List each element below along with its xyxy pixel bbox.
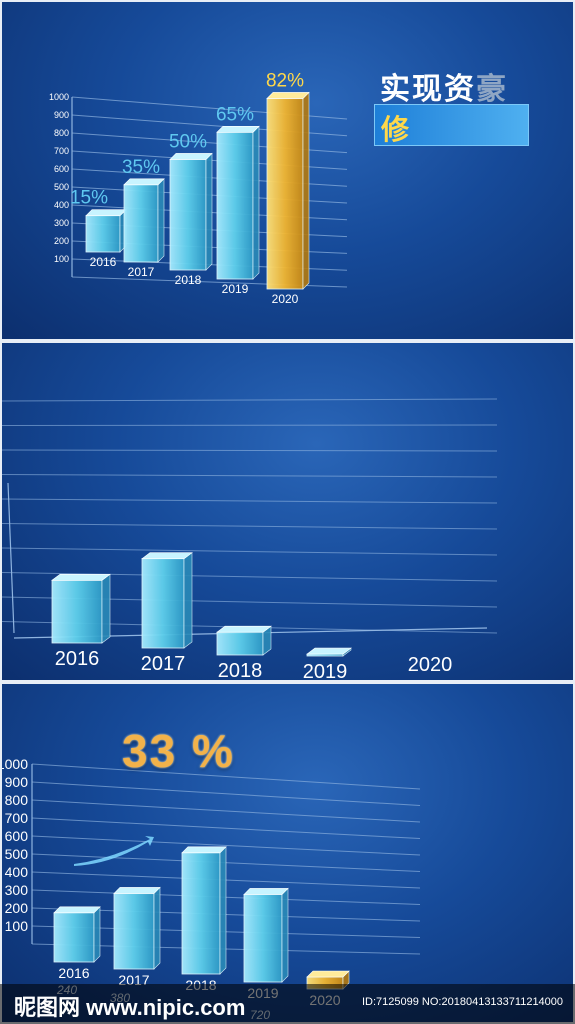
bar-2016 [85,208,127,253]
y-tick-label: 500 [54,182,69,192]
x-tick-label: 2020 [272,292,299,306]
bar-2020 [266,91,310,290]
grid-line [2,523,498,530]
x-tick-label: 2019 [303,661,348,680]
chart-panel-1: 100 200 300 400 500 600 700 800 900 1000 2016 15% 20… [2,2,573,339]
x-tick-label: 2016 [55,648,100,670]
watermark-bar: 昵图网 www.nipic.com ID:7125099 NO:20180413… [0,984,575,1024]
grid-line [2,474,498,478]
bar-chart-1: 100 200 300 400 500 600 700 800 900 1000 2016 15% 20… [49,70,348,306]
data-label: 65% [216,104,254,125]
grid-line [31,817,421,839]
grid-line [31,799,421,823]
bar-2019 [216,125,260,280]
y-tick-label: 400 [54,200,69,210]
y-tick-label: 900 [54,110,69,120]
y-tick-label: 600 [5,828,29,844]
chart-panel-3: 1002003004005006007008009001000201620172… [2,684,573,1022]
data-label: 15% [70,188,108,209]
x-tick-label: 2018 [175,273,202,287]
y-axis [7,482,15,634]
y-tick-label: 1000 [49,92,69,102]
title-dim-text: 豪 [476,73,508,106]
x-tick-label: 2019 [222,282,249,296]
data-label: 82% [266,70,304,91]
y-tick-label: 800 [5,792,29,808]
y-tick-label: 700 [5,810,29,826]
x-tick-label: 2018 [218,660,263,680]
y-tick-label: 100 [54,254,69,264]
title-main-text: 实现资 [380,73,476,106]
data-label: 50% [169,131,207,152]
data-label: 35% [122,157,160,178]
y-tick-label: 500 [5,846,29,862]
title-line-1: 实现资豪 [380,64,508,108]
bar-2019 [306,647,352,657]
bar-2018 [216,625,272,656]
y-tick-label: 100 [5,918,29,934]
chart-panel-2: 2016 2017 2018 2019 2020 [2,343,573,680]
bar-2019 [243,887,289,983]
grid-line [2,547,498,556]
bar-2016 [51,573,111,644]
bar-chart-3: 1002003004005006007008009001000201620172… [2,756,421,1022]
bar-2018 [169,152,213,271]
x-tick-label: 2016 [90,255,117,269]
y-tick-label: 400 [5,864,29,880]
annotation-percent: 33 % [122,725,235,777]
bar-2018 [181,846,227,975]
title-box: 实现资豪 修 [374,64,529,148]
grid-line [2,572,498,582]
x-tick-label: 2017 [128,265,155,279]
y-tick-label: 200 [54,236,69,246]
y-tick-label: 200 [5,900,29,916]
grid-line [2,449,498,452]
trend-arrow [74,836,154,866]
watermark-id: ID:7125099 NO:20180413133711214000 [362,996,564,1008]
bar-2017 [123,178,165,263]
y-tick-label: 700 [54,146,69,156]
x-tick-label: 2016 [58,965,89,981]
grid-line [2,424,498,426]
y-tick-label: 600 [54,164,69,174]
title-bar: 修 [374,104,529,146]
watermark-logo: 昵图网 www.nipic.com [14,995,246,1020]
y-tick-label: 300 [5,882,29,898]
grid-line [2,498,498,504]
x-tick-label: 2020 [408,654,453,676]
grid-line [2,398,498,402]
y-tick-label: 800 [54,128,69,138]
title-line-2: 修 [381,114,410,145]
bar-chart-2: 2016 2017 2018 2019 2020 [2,398,498,680]
bar-2017 [141,552,193,649]
x-tick-label: 2017 [141,653,186,675]
y-tick-label: 1000 [2,756,28,772]
bar-2017 [113,886,161,970]
y-tick-label: 900 [5,774,29,790]
grid-line [31,781,421,806]
y-tick-label: 300 [54,218,69,228]
grid-line [31,763,421,790]
grid-line [31,835,421,856]
bar-2016 [53,906,101,963]
